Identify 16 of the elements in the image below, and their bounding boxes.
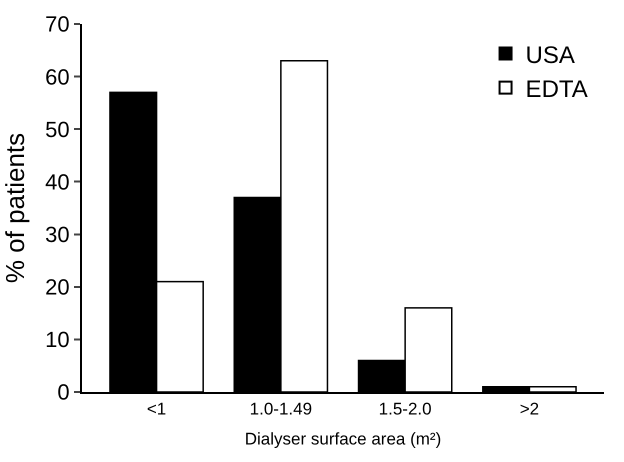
y-tick-label: 20 [45, 274, 70, 300]
x-axis-title: Dialyser surface area (m²) [244, 429, 442, 448]
y-axis-title: % of patients [0, 132, 30, 284]
y-tick-label: 70 [45, 12, 70, 37]
legend-label: USA [526, 42, 575, 69]
y-tick-label: 40 [45, 169, 70, 194]
legend-label: EDTA [526, 76, 588, 104]
x-tick-label: 1.5-2.0 [378, 399, 432, 418]
y-tick-label: 50 [45, 116, 70, 142]
x-tick-label: >2 [520, 399, 540, 418]
x-tick-label: <1 [146, 399, 166, 418]
y-tick-label: 0 [57, 380, 70, 405]
x-tick-label: 1.0-1.49 [250, 399, 312, 418]
y-tick-label: 60 [45, 64, 70, 90]
y-tick-label: 30 [45, 222, 70, 247]
y-tick-label: 10 [45, 327, 70, 352]
